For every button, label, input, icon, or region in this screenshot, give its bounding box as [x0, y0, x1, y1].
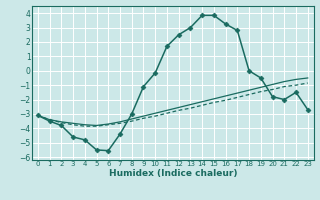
X-axis label: Humidex (Indice chaleur): Humidex (Indice chaleur): [108, 169, 237, 178]
